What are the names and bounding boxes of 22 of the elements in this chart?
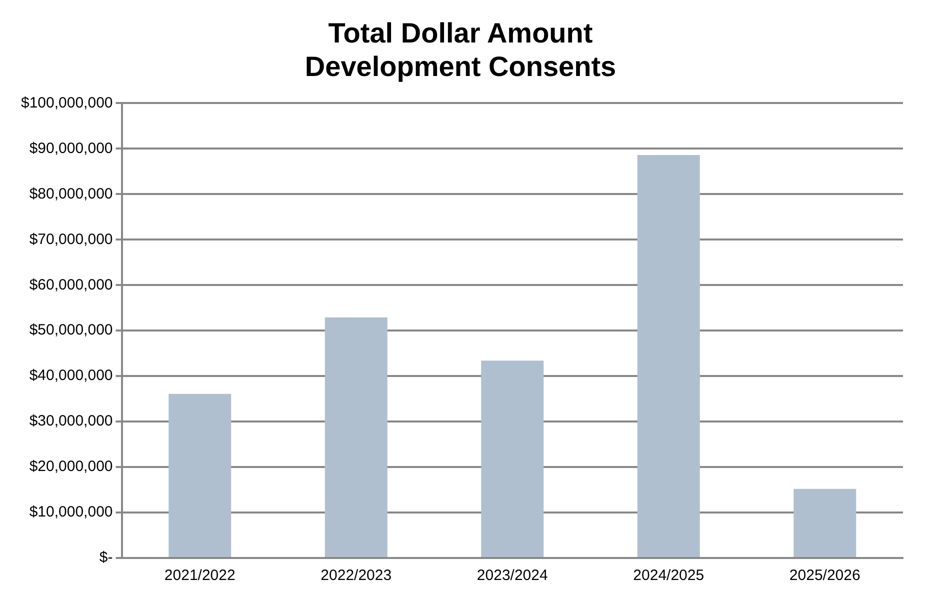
y-tick-label: $- xyxy=(99,549,113,566)
x-tick-label: 2022/2023 xyxy=(320,567,392,584)
y-tick-label: $30,000,000 xyxy=(29,412,113,430)
y-tick-label: $20,000,000 xyxy=(29,458,113,476)
y-tick-label: $90,000,000 xyxy=(29,140,113,157)
bar xyxy=(481,360,544,557)
y-tick-label: $80,000,000 xyxy=(29,185,113,202)
y-tick-label: $70,000,000 xyxy=(29,230,113,248)
x-tick-label: 2024/2025 xyxy=(633,567,704,584)
y-tick-label: $10,000,000 xyxy=(29,504,113,521)
y-tick-label: $60,000,000 xyxy=(29,276,113,294)
x-tick-label: 2021/2022 xyxy=(164,567,236,584)
x-tick-label: 2023/2024 xyxy=(476,567,548,584)
y-tick-label: $40,000,000 xyxy=(29,367,113,384)
y-tick-label: $100,000,000 xyxy=(20,94,113,112)
bar xyxy=(324,317,388,557)
y-tick-label: $50,000,000 xyxy=(29,322,113,339)
bar xyxy=(794,488,856,557)
bar xyxy=(168,394,232,557)
bar xyxy=(637,155,700,557)
x-tick-label: 2025/2026 xyxy=(789,567,860,584)
chart-title: Total Dollar Amount Development Consents xyxy=(304,18,616,82)
